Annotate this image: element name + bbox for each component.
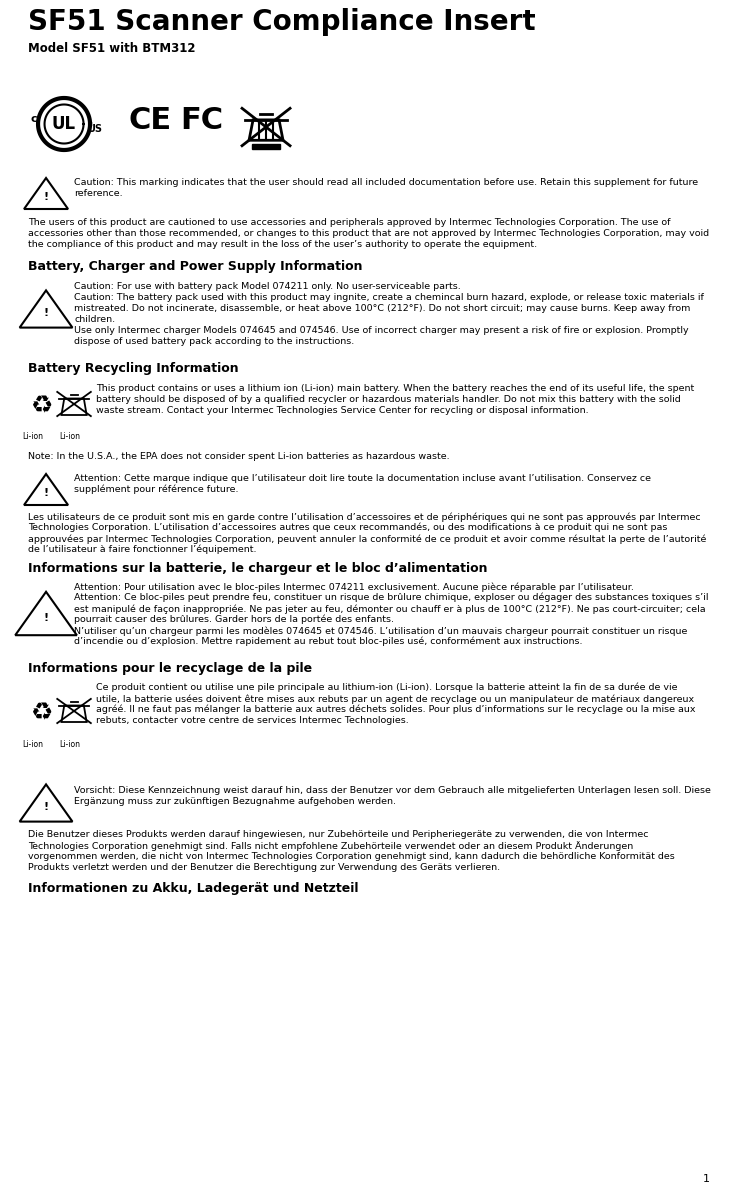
Text: de l’utilisateur à faire fonctionner l’équipement.: de l’utilisateur à faire fonctionner l’é… (28, 545, 257, 555)
Text: Les utilisateurs de ce produit sont mis en garde contre l’utilisation d’accessoi: Les utilisateurs de ce produit sont mis … (28, 512, 700, 521)
Text: Model SF51 with BTM312: Model SF51 with BTM312 (28, 42, 196, 55)
Text: waste stream. Contact your Intermec Technologies Service Center for recycling or: waste stream. Contact your Intermec Tech… (96, 405, 589, 415)
Text: dispose of used battery pack according to the instructions.: dispose of used battery pack according t… (74, 337, 354, 346)
Text: Note: In the U.S.A., the EPA does not consider spent Li-ion batteries as hazardo: Note: In the U.S.A., the EPA does not co… (28, 452, 449, 460)
Text: Technologies Corporation genehmigt sind. Falls nicht empfohlene Zubehörteile ver: Technologies Corporation genehmigt sind.… (28, 841, 633, 850)
Text: ♻: ♻ (31, 393, 53, 417)
Text: Battery Recycling Information: Battery Recycling Information (28, 362, 238, 376)
Text: children.: children. (74, 315, 115, 324)
Text: agréé. Il ne faut pas mélanger la batterie aux autres déchets solides. Pour plus: agréé. Il ne faut pas mélanger la batter… (96, 704, 695, 714)
Text: Informationen zu Akku, Ladegerät und Netzteil: Informationen zu Akku, Ladegerät und Net… (28, 881, 359, 895)
Text: Li-ion: Li-ion (23, 740, 44, 749)
Text: utile, la batterie usées doivent être mises aux rebuts par un agent de recyclage: utile, la batterie usées doivent être mi… (96, 694, 694, 703)
Text: supplément pour référence future.: supplément pour référence future. (74, 486, 238, 494)
Text: approuvées par Intermec Technologies Corporation, peuvent annuler la conformité : approuvées par Intermec Technologies Cor… (28, 533, 706, 543)
Text: Attention: Pour utilisation avec le bloc-piles Intermec 074211 exclusivement. Au: Attention: Pour utilisation avec le bloc… (74, 582, 634, 592)
Text: c: c (31, 114, 38, 124)
Text: !: ! (44, 614, 49, 623)
Text: This product contains or uses a lithium ion (Li-ion) main battery. When the batt: This product contains or uses a lithium … (96, 384, 694, 393)
Text: d’incendie ou d’explosion. Mettre rapidement au rebut tout bloc-piles usé, confo: d’incendie ou d’explosion. Mettre rapide… (74, 637, 582, 647)
Text: Caution: This marking indicates that the user should read all included documenta: Caution: This marking indicates that the… (74, 178, 698, 187)
Text: Li-ion: Li-ion (60, 432, 80, 441)
Text: pourrait causer des brûlures. Garder hors de la portée des enfants.: pourrait causer des brûlures. Garder hor… (74, 615, 394, 624)
Text: Informations sur la batterie, le chargeur et le bloc d’alimentation: Informations sur la batterie, le chargeu… (28, 562, 488, 575)
Text: !: ! (44, 803, 49, 812)
Text: Use only Intermec charger Models 074645 and 074546. Use of incorrect charger may: Use only Intermec charger Models 074645 … (74, 327, 689, 335)
Text: !: ! (44, 488, 49, 498)
Text: reference.: reference. (74, 189, 123, 199)
Text: ♻: ♻ (31, 701, 53, 725)
Text: !: ! (44, 309, 49, 318)
Text: battery should be disposed of by a qualified recycler or hazardous materials han: battery should be disposed of by a quali… (96, 395, 680, 404)
Text: the compliance of this product and may result in the loss of the user’s authorit: the compliance of this product and may r… (28, 240, 537, 249)
Text: Attention: Ce bloc-piles peut prendre feu, constituer un risque de brûlure chimi: Attention: Ce bloc-piles peut prendre fe… (74, 593, 708, 603)
Text: Technologies Corporation. L’utilisation d’accessoires autres que ceux recommandé: Technologies Corporation. L’utilisation … (28, 523, 667, 532)
Text: Battery, Charger and Power Supply Information: Battery, Charger and Power Supply Inform… (28, 260, 362, 273)
Text: est manipulé de façon inappropriée. Ne pas jeter au feu, démonter ou chauff er à: est manipulé de façon inappropriée. Ne p… (74, 604, 706, 614)
Text: vorgenommen werden, die nicht von Intermec Technologies Corporation genehmigt si: vorgenommen werden, die nicht von Interm… (28, 852, 675, 861)
Text: N’utiliser qu’un chargeur parmi les modèles 074645 et 074546. L’utilisation d’un: N’utiliser qu’un chargeur parmi les modè… (74, 626, 687, 635)
Text: Li-ion: Li-ion (60, 740, 80, 749)
Text: FC: FC (180, 106, 223, 135)
Text: rebuts, contacter votre centre de services Intermec Technologies.: rebuts, contacter votre centre de servic… (96, 716, 409, 725)
Text: Attention: Cette marque indique que l’utilisateur doit lire toute la documentati: Attention: Cette marque indique que l’ut… (74, 474, 651, 483)
Text: !: ! (44, 193, 49, 202)
Text: Vorsicht: Diese Kennzeichnung weist darauf hin, dass der Benutzer vor dem Gebrau: Vorsicht: Diese Kennzeichnung weist dara… (74, 786, 711, 795)
Text: UL: UL (52, 115, 76, 133)
Text: US: US (87, 124, 103, 134)
Text: CE: CE (128, 106, 171, 135)
Text: 1: 1 (703, 1174, 710, 1184)
Text: Caution: For use with battery pack Model 074211 only. No user-serviceable parts.: Caution: For use with battery pack Model… (74, 282, 461, 291)
Text: Die Benutzer dieses Produkts werden darauf hingewiesen, nur Zubehörteile und Per: Die Benutzer dieses Produkts werden dara… (28, 830, 649, 840)
Text: mistreated. Do not incinerate, disassemble, or heat above 100°C (212°F). Do not : mistreated. Do not incinerate, disassemb… (74, 304, 691, 313)
Text: Li-ion: Li-ion (23, 432, 44, 441)
Text: Produkts verletzt werden und der Benutzer die Berechtigung zur Verwendung des Ge: Produkts verletzt werden und der Benutze… (28, 864, 500, 872)
Text: SF51 Scanner Compliance Insert: SF51 Scanner Compliance Insert (28, 8, 536, 36)
Text: Ergänzung muss zur zukünftigen Bezugnahme aufgehoben werden.: Ergänzung muss zur zukünftigen Bezugnahm… (74, 797, 396, 806)
Text: Informations pour le recyclage de la pile: Informations pour le recyclage de la pil… (28, 663, 312, 675)
Bar (252, 144, 280, 148)
Text: The users of this product are cautioned to use accessories and peripherals appro: The users of this product are cautioned … (28, 218, 671, 227)
Text: Caution: The battery pack used with this product may ingnite, create a chemincal: Caution: The battery pack used with this… (74, 293, 704, 303)
Text: accessories other than those recommended, or changes to this product that are no: accessories other than those recommended… (28, 228, 709, 238)
Text: Ce produit contient ou utilise une pile principale au lithium-ion (Li-ion). Lors: Ce produit contient ou utilise une pile … (96, 683, 677, 692)
